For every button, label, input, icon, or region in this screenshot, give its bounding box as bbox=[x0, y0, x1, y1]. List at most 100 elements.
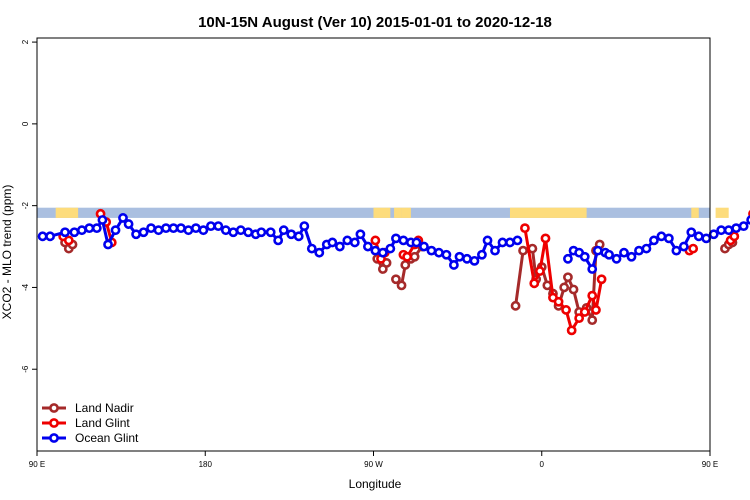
ocean-glint-point bbox=[123, 219, 134, 229]
ocean-glint-point bbox=[587, 264, 598, 274]
ocean-glint-point bbox=[161, 223, 171, 234]
y-tick-label: 0 bbox=[21, 121, 30, 126]
land-patch-2 bbox=[394, 207, 402, 218]
legend-marker-ocean-glint bbox=[49, 433, 59, 443]
land-glint-point bbox=[370, 235, 381, 246]
ocean-glint-point bbox=[469, 255, 480, 266]
legend-label-land-glint: Land Glint bbox=[75, 416, 130, 430]
land-nadir-point bbox=[409, 251, 420, 262]
ocean-glint-point bbox=[256, 227, 267, 238]
ocean-glint-point bbox=[220, 225, 231, 236]
ocean-glint-point bbox=[490, 245, 500, 256]
x-tick-label: 90 E bbox=[29, 460, 45, 469]
y-axis: 2 0 -2 -4 -6 bbox=[21, 39, 37, 373]
ocean-glint-point bbox=[391, 233, 401, 244]
ocean-glint-point bbox=[327, 237, 338, 248]
land-nadir-point bbox=[510, 300, 521, 311]
ocean-glint-point bbox=[708, 229, 719, 240]
ocean-glint-point bbox=[176, 223, 186, 234]
ocean-glint-point bbox=[497, 237, 508, 248]
x-tick-label: 180 bbox=[199, 460, 213, 469]
ocean-glint-point bbox=[198, 225, 209, 236]
ocean-glint-point bbox=[265, 227, 276, 238]
ocean-glint-point bbox=[131, 229, 141, 240]
ocean-glint-point bbox=[579, 251, 590, 262]
x-axis-label: Longitude bbox=[349, 477, 402, 491]
land-patch-5 bbox=[691, 207, 699, 218]
ocean-glint-point bbox=[362, 241, 373, 252]
chart-title: 10N-15N August (Ver 10) 2015-01-01 to 20… bbox=[198, 14, 552, 31]
ocean-glint-point bbox=[168, 223, 179, 234]
legend-marker-land-glint bbox=[49, 418, 59, 428]
land-glint-point bbox=[688, 243, 699, 254]
ocean-glint-point bbox=[273, 235, 284, 246]
ocean-glint-point bbox=[434, 247, 444, 258]
land-nadir-point bbox=[518, 245, 528, 256]
land-nadir-point bbox=[568, 284, 579, 295]
land-glint-point bbox=[729, 231, 740, 242]
land-glint-point bbox=[63, 235, 74, 246]
ocean-glint-point bbox=[342, 235, 353, 246]
ocean-glint-point bbox=[45, 231, 55, 242]
ocean-glint-point bbox=[138, 227, 149, 238]
ocean-glint-point bbox=[512, 235, 523, 246]
ocean-glint-point bbox=[611, 253, 622, 264]
ocean-glint-point bbox=[426, 245, 437, 256]
land-glint-point bbox=[596, 274, 607, 285]
ocean-glint-point bbox=[103, 239, 113, 250]
ocean-glint-point bbox=[641, 243, 652, 254]
ocean-glint-point bbox=[213, 221, 224, 231]
land-nadir-point bbox=[587, 315, 598, 326]
ocean-glint-point bbox=[69, 227, 80, 238]
ocean-glint-point bbox=[448, 260, 459, 270]
land-patch-3 bbox=[401, 207, 411, 218]
land-patch-6 bbox=[715, 207, 729, 218]
ocean-glint-point bbox=[462, 253, 472, 264]
ocean-glint-point bbox=[731, 223, 742, 234]
ocean-glint-point bbox=[76, 225, 87, 236]
land-patch-0 bbox=[55, 207, 79, 218]
ocean-glint-point bbox=[678, 241, 689, 252]
ocean-glint-point bbox=[671, 245, 682, 256]
ocean-glint-point bbox=[183, 225, 194, 236]
ocean-glint-point bbox=[723, 225, 734, 236]
x-tick-label: 90 E bbox=[702, 460, 718, 469]
ocean-glint-point bbox=[634, 245, 644, 256]
land-nadir-point bbox=[563, 272, 573, 283]
ocean-glint-point bbox=[377, 247, 388, 258]
land-nadir-point bbox=[559, 282, 570, 293]
ocean-glint-point bbox=[299, 221, 310, 231]
x-tick-label: 0 bbox=[540, 460, 545, 469]
ocean-glint-point bbox=[205, 221, 216, 231]
land-glint-point bbox=[561, 305, 571, 315]
land-glint-point bbox=[574, 313, 585, 324]
land-glint-point bbox=[402, 251, 413, 262]
legend-marker-land-nadir bbox=[49, 403, 59, 413]
land-nadir-point bbox=[400, 260, 411, 270]
map-strip bbox=[37, 207, 729, 218]
land-glint-point bbox=[520, 223, 530, 234]
ocean-glint-point bbox=[191, 223, 201, 234]
ocean-glint-point bbox=[411, 237, 422, 248]
ocean-glint-point bbox=[60, 227, 70, 238]
ocean-glint-point bbox=[419, 241, 429, 252]
land-glint-point bbox=[591, 305, 601, 315]
land-nadir-point bbox=[391, 274, 401, 285]
ocean-glint-point bbox=[349, 237, 360, 248]
ocean-glint-point bbox=[278, 225, 289, 236]
x-tick-label: 90 W bbox=[364, 460, 383, 469]
ocean-glint-point bbox=[693, 231, 704, 242]
land-patch-4 bbox=[509, 207, 587, 218]
ocean-glint-point bbox=[701, 233, 712, 244]
ocean-glint-point bbox=[505, 237, 515, 248]
ocean-glint-point bbox=[334, 241, 345, 252]
ocean-glint-point bbox=[153, 225, 164, 236]
ocean-glint-point bbox=[37, 231, 48, 242]
ocean-glint-point bbox=[314, 247, 325, 258]
ocean-glint-point bbox=[235, 225, 246, 236]
land-glint-point bbox=[553, 296, 564, 307]
ocean-glint-point bbox=[563, 253, 573, 264]
y-tick-label: -6 bbox=[21, 365, 30, 373]
y-tick-label: 2 bbox=[21, 39, 30, 44]
